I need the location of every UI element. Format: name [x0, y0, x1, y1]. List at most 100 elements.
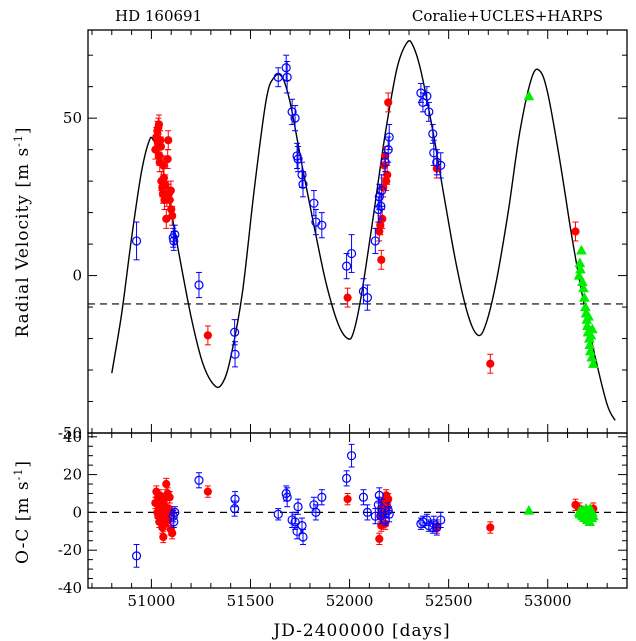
data-point	[573, 270, 585, 280]
data-point	[298, 179, 308, 189]
top-y-tick-label: -50	[58, 424, 82, 442]
data-point	[131, 236, 142, 246]
top-series-coralie	[151, 92, 580, 374]
data-point	[293, 502, 303, 512]
data-point	[576, 244, 587, 255]
data-point	[170, 230, 180, 240]
data-point	[162, 479, 171, 489]
data-point	[311, 507, 321, 517]
data-point	[317, 492, 327, 502]
bottom-y-axis-title: O-C [m s-1]	[12, 460, 33, 564]
data-point	[166, 186, 175, 195]
bottom-y-tick-label: -20	[58, 541, 82, 559]
data-point	[587, 510, 599, 521]
data-point	[384, 509, 394, 519]
data-point	[159, 161, 168, 170]
bottom-y-tick-label: 40	[63, 428, 82, 446]
x-tick-label: 51500	[227, 592, 275, 610]
residuals-panel: 51000 51500 52000 52500 53000 -40 -20 0 20 40	[58, 428, 628, 610]
data-point	[343, 293, 352, 302]
data-point	[343, 495, 352, 504]
data-point	[370, 236, 380, 246]
bottom-y-axis-title-main: O-C [m s	[13, 480, 33, 564]
data-point	[194, 475, 204, 485]
data-point	[346, 451, 357, 461]
data-point	[587, 358, 599, 368]
data-point	[523, 90, 535, 101]
top-y-axis-title: Radial Velocity [m s-1]	[12, 126, 33, 337]
data-point	[168, 211, 177, 220]
data-point	[486, 523, 495, 532]
x-axis-title: JD-2400000 [days]	[271, 621, 450, 641]
data-point	[203, 331, 212, 340]
instruments-label: Coralie+UCLES+HARPS	[412, 7, 603, 25]
data-point	[374, 192, 384, 202]
data-point	[523, 504, 535, 515]
data-point	[342, 261, 352, 271]
data-point	[342, 473, 352, 483]
data-point	[169, 236, 179, 246]
bottom-y-axis-title-sup: -1	[12, 468, 25, 481]
bottom-series-harps	[523, 503, 599, 526]
top-y-axis-title-end: ]	[13, 126, 33, 134]
data-point	[362, 293, 373, 303]
star-name-label: HD 160691	[115, 7, 202, 25]
data-point	[346, 248, 357, 259]
data-point	[230, 494, 240, 504]
data-point	[230, 327, 240, 337]
data-point	[194, 280, 204, 290]
data-point	[230, 349, 240, 359]
data-point	[383, 145, 393, 155]
data-point	[436, 160, 446, 170]
top-y-tick-label: 50	[63, 109, 82, 127]
data-point	[165, 493, 174, 502]
bottom-y-axis-title-end: ]	[13, 460, 33, 468]
bottom-plot-frame	[87, 432, 628, 589]
data-point	[424, 107, 434, 117]
data-point	[377, 255, 386, 264]
data-point	[168, 529, 177, 538]
data-point	[309, 198, 319, 208]
top-series-harps	[523, 90, 599, 368]
data-point	[436, 515, 446, 525]
data-point	[290, 517, 300, 527]
data-point	[586, 351, 598, 362]
data-point	[362, 507, 373, 517]
bottom-y-tick-label: 0	[72, 503, 82, 521]
bottom-series-ucles	[131, 443, 446, 568]
rv-panel: -50 0 50	[58, 29, 628, 442]
data-point	[281, 488, 291, 499]
data-point	[163, 154, 172, 164]
x-tick-label: 53000	[524, 592, 572, 610]
data-point	[571, 227, 580, 236]
data-point	[298, 532, 308, 542]
bottom-y-tick-label: 20	[63, 466, 82, 484]
bottom-y-tick-label: -40	[58, 579, 82, 597]
data-point	[377, 185, 387, 196]
top-y-axis-title-sup: -1	[12, 134, 25, 147]
data-point	[281, 63, 291, 73]
data-point	[383, 170, 392, 179]
data-point	[292, 526, 302, 536]
data-point	[583, 310, 594, 321]
data-point	[131, 551, 142, 561]
top-series-ucles	[131, 54, 446, 368]
data-point	[273, 72, 283, 82]
data-point	[377, 504, 387, 514]
data-point	[384, 495, 393, 504]
x-tick-label: 51000	[128, 592, 176, 610]
top-plot-frame	[87, 29, 628, 434]
data-point	[586, 323, 598, 334]
data-point	[384, 98, 393, 107]
data-point	[575, 263, 586, 274]
data-point	[578, 282, 589, 293]
data-point	[297, 170, 307, 180]
data-point	[428, 129, 438, 139]
data-point	[585, 329, 597, 340]
top-y-tick-label: 0	[72, 267, 82, 285]
data-point	[579, 292, 590, 302]
x-tick-label: 52000	[326, 592, 374, 610]
data-point	[282, 72, 292, 82]
data-point	[203, 487, 212, 496]
